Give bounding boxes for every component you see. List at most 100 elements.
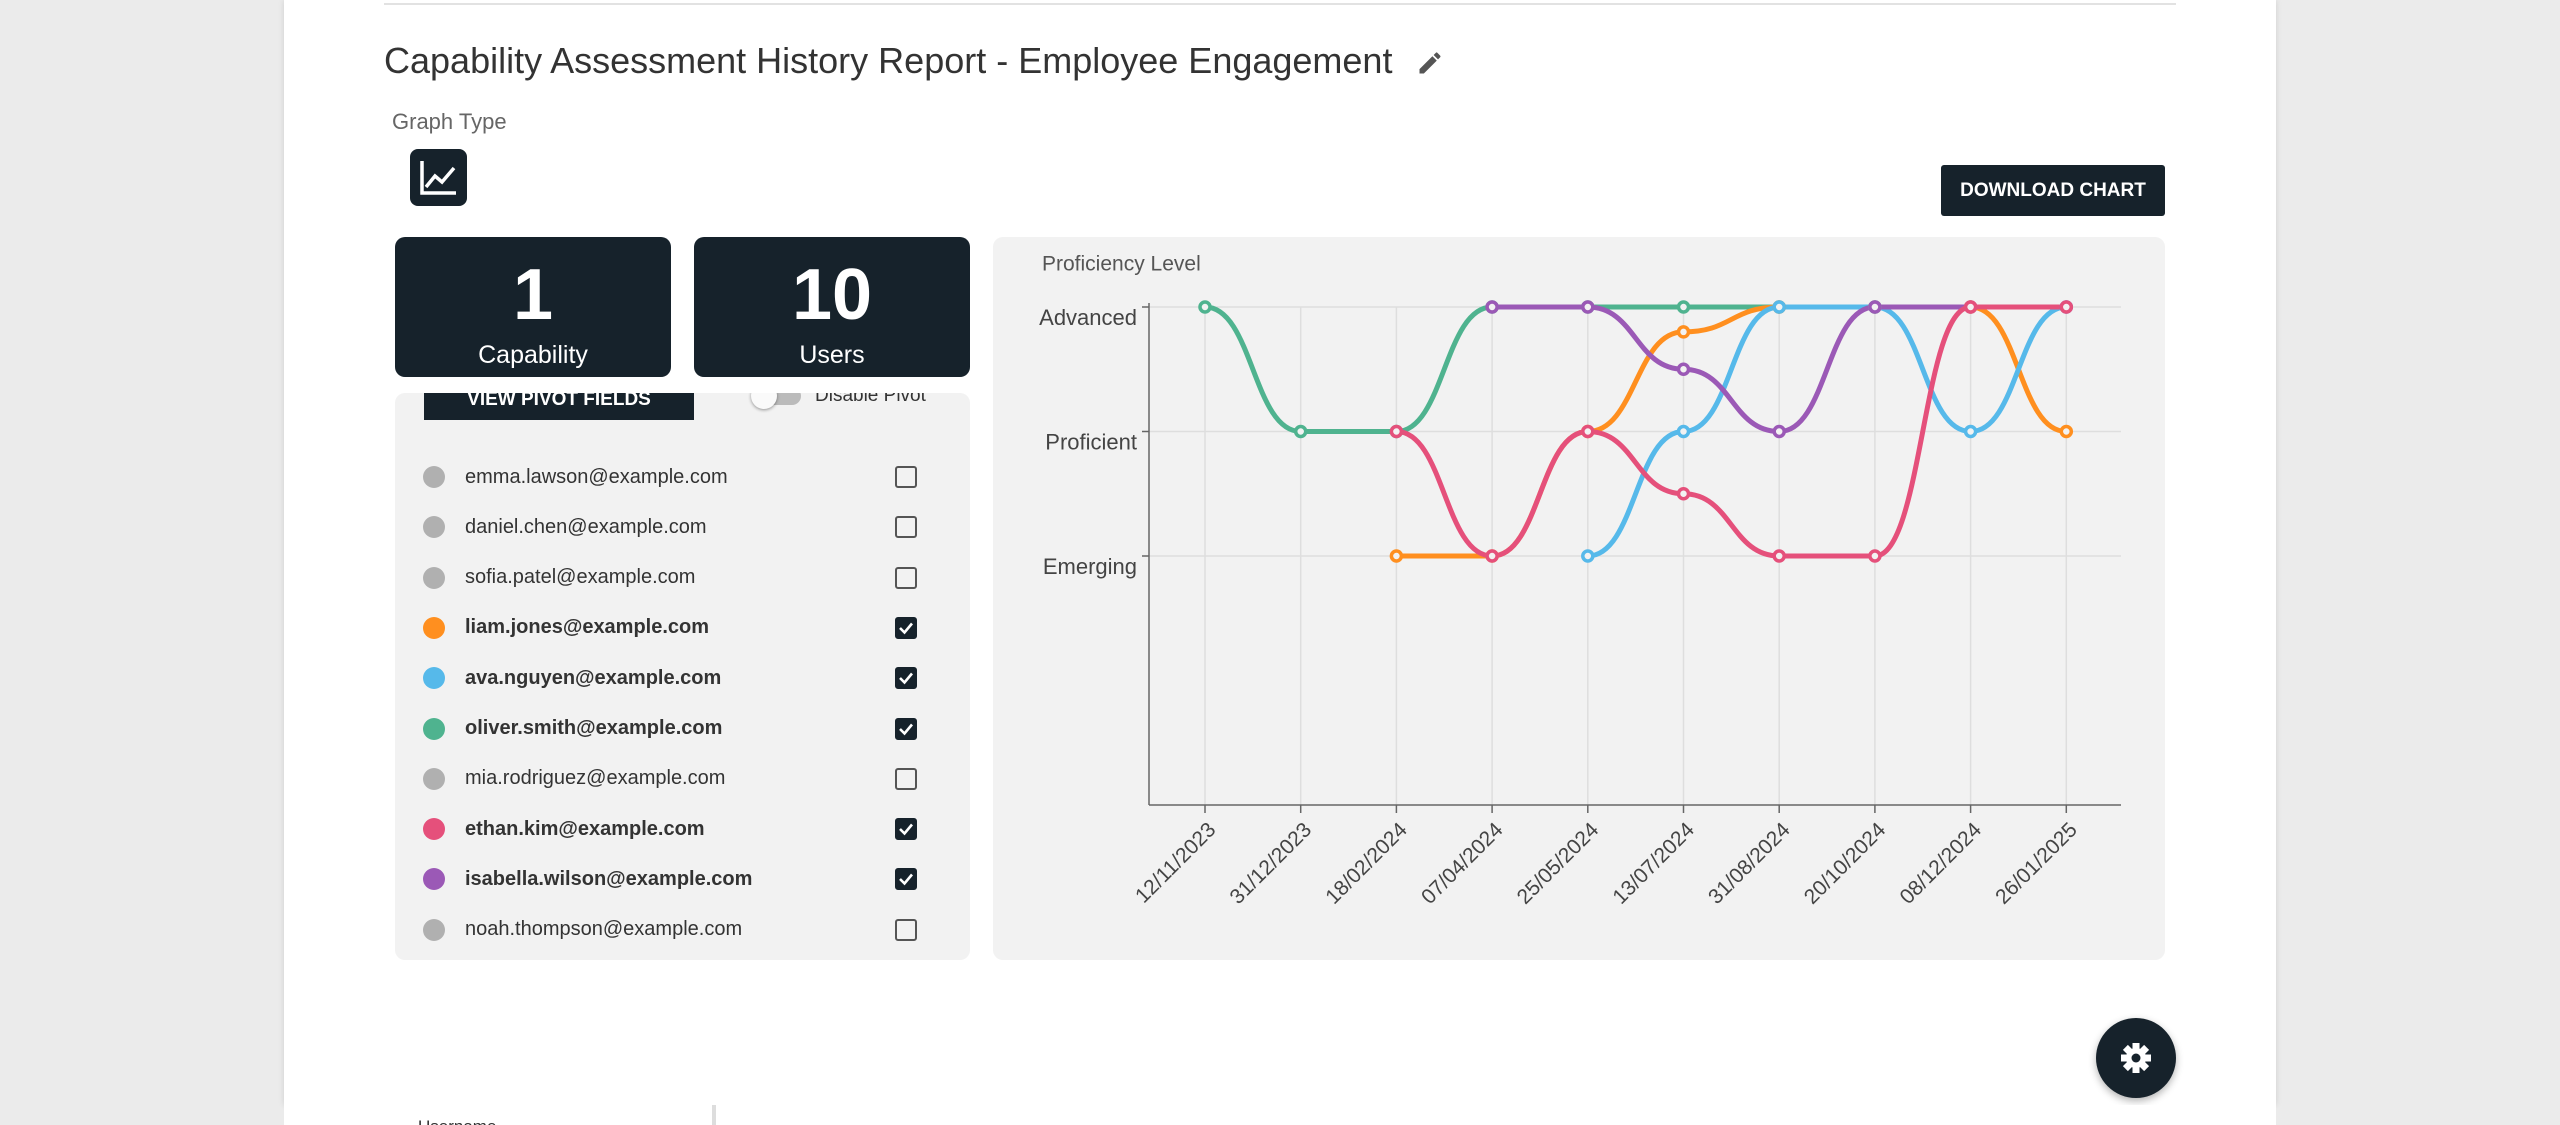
graph-type-button[interactable] [410,149,467,206]
user-row: sofia.patel@example.com [395,558,970,598]
user-row: noah.thompson@example.com [395,910,970,950]
x-tick-label: 13/07/2024 [1608,818,1699,909]
x-tick-label: 07/04/2024 [1417,818,1508,909]
column-header: Username [418,1117,496,1125]
edit-icon[interactable] [1416,49,1444,77]
check-mark [899,723,913,735]
title-text: Capability Assessment History Report - E… [384,40,1393,81]
stat-label: Users [799,341,865,369]
data-point [2059,300,2074,314]
user-checkbox[interactable] [895,616,917,639]
data-point [1963,424,1978,439]
y-tick-label: Proficient [1045,429,1137,454]
x-tick-label: 18/02/2024 [1321,818,1412,909]
user-color-dot [423,767,445,790]
line-chart-icon [420,161,456,195]
series-line [1587,304,2067,559]
toggle-label: Disable Pivot [815,393,926,406]
data-point [1389,549,1404,563]
download-chart-button[interactable]: DOWNLOAD CHART [1941,165,2165,216]
data-point [1676,424,1691,439]
user-row: ava.nguyen@example.com [395,658,970,698]
column-separator [712,1105,716,1125]
x-tick-label: 25/05/2024 [1513,818,1604,909]
user-color-dot [423,516,445,539]
check-mark [899,672,913,685]
user-checkbox[interactable] [895,767,917,790]
user-email: noah.thompson@example.com [465,918,743,941]
y-tick-label: Emerging [1043,554,1137,579]
data-point [1676,300,1691,314]
data-point [1485,300,1499,314]
data-point [1772,424,1786,439]
stat-value: 1 [512,255,554,335]
toggle-switch[interactable] [751,393,801,409]
user-row: daniel.chen@example.com [395,507,970,547]
check-mark [899,823,913,836]
user-color-dot [423,717,445,740]
data-point [1676,362,1691,376]
data-point [1772,300,1786,314]
stat-value: 10 [791,255,873,335]
data-point [1868,549,1882,563]
pivot-toggle[interactable]: Disable Pivot [751,393,926,409]
x-tick-label: 08/12/2024 [1895,818,1986,909]
user-color-dot [423,818,445,841]
user-checkbox[interactable] [895,918,917,941]
user-row: liam.jones@example.com [395,608,970,648]
x-tick-label: 31/12/2023 [1226,818,1317,909]
user-checkbox[interactable] [895,466,917,488]
user-email: ava.nguyen@example.com [465,666,722,689]
x-tick-label: 26/01/2025 [1991,818,2082,909]
series-line [1204,304,1875,435]
stat-card: 1 Capability [395,237,671,377]
data-point [1581,549,1595,563]
user-email: ethan.kim@example.com [465,817,705,840]
user-checkbox[interactable] [895,566,917,589]
user-checkbox[interactable] [895,868,917,891]
chart: Proficiency Level Emerging Proficient Adva… [1039,253,2121,909]
divider [384,3,2176,5]
user-color-dot [423,466,445,488]
user-color-dot [423,918,445,941]
user-email: mia.rodriguez@example.com [465,767,726,790]
graph-type-label: Graph Type [392,109,507,134]
check-mark [899,622,913,635]
data-point [1676,487,1691,501]
user-color-dot [423,868,445,891]
user-email: oliver.smith@example.com [465,717,723,739]
user-email: liam.jones@example.com [465,616,710,639]
y-axis-title: Proficiency Level [1042,253,1201,276]
user-email: daniel.chen@example.com [465,515,707,538]
data-point [1485,549,1499,563]
user-checkbox[interactable] [895,516,917,539]
user-email: emma.lawson@example.com [465,465,728,488]
user-row: isabella.wilson@example.com [395,859,970,899]
stat-card: 10 Users [694,237,970,377]
bottom-table: Username [284,1105,2276,1125]
settings-button[interactable] [2096,1018,2176,1098]
data-point [1963,300,1978,314]
user-checkbox[interactable] [895,667,917,690]
user-color-dot [423,667,445,690]
user-row: oliver.smith@example.com [395,709,970,749]
user-row: mia.rodriguez@example.com [395,759,970,799]
user-email: isabella.wilson@example.com [465,867,753,890]
pivot-button[interactable]: VIEW PIVOT FIELDS [424,393,694,420]
y-tick-label: Advanced [1039,305,1137,330]
data-point [2059,424,2074,439]
x-tick-label: 31/08/2024 [1704,818,1795,909]
gear-icon [2121,1043,2151,1073]
data-point [1293,424,1308,439]
data-point [1581,424,1595,439]
x-tick-label: 12/11/2023 [1131,818,1220,907]
check-mark [899,874,913,886]
user-checkbox[interactable] [895,717,917,740]
x-tick-label: 20/10/2024 [1800,818,1891,909]
user-panel: VIEW PIVOT FIELDS Disable Pivot emma.law… [395,393,970,960]
data-point [1581,300,1595,314]
user-email: sofia.patel@example.com [465,566,696,589]
user-checkbox[interactable] [895,818,917,841]
user-row: ethan.kim@example.com [395,809,970,849]
